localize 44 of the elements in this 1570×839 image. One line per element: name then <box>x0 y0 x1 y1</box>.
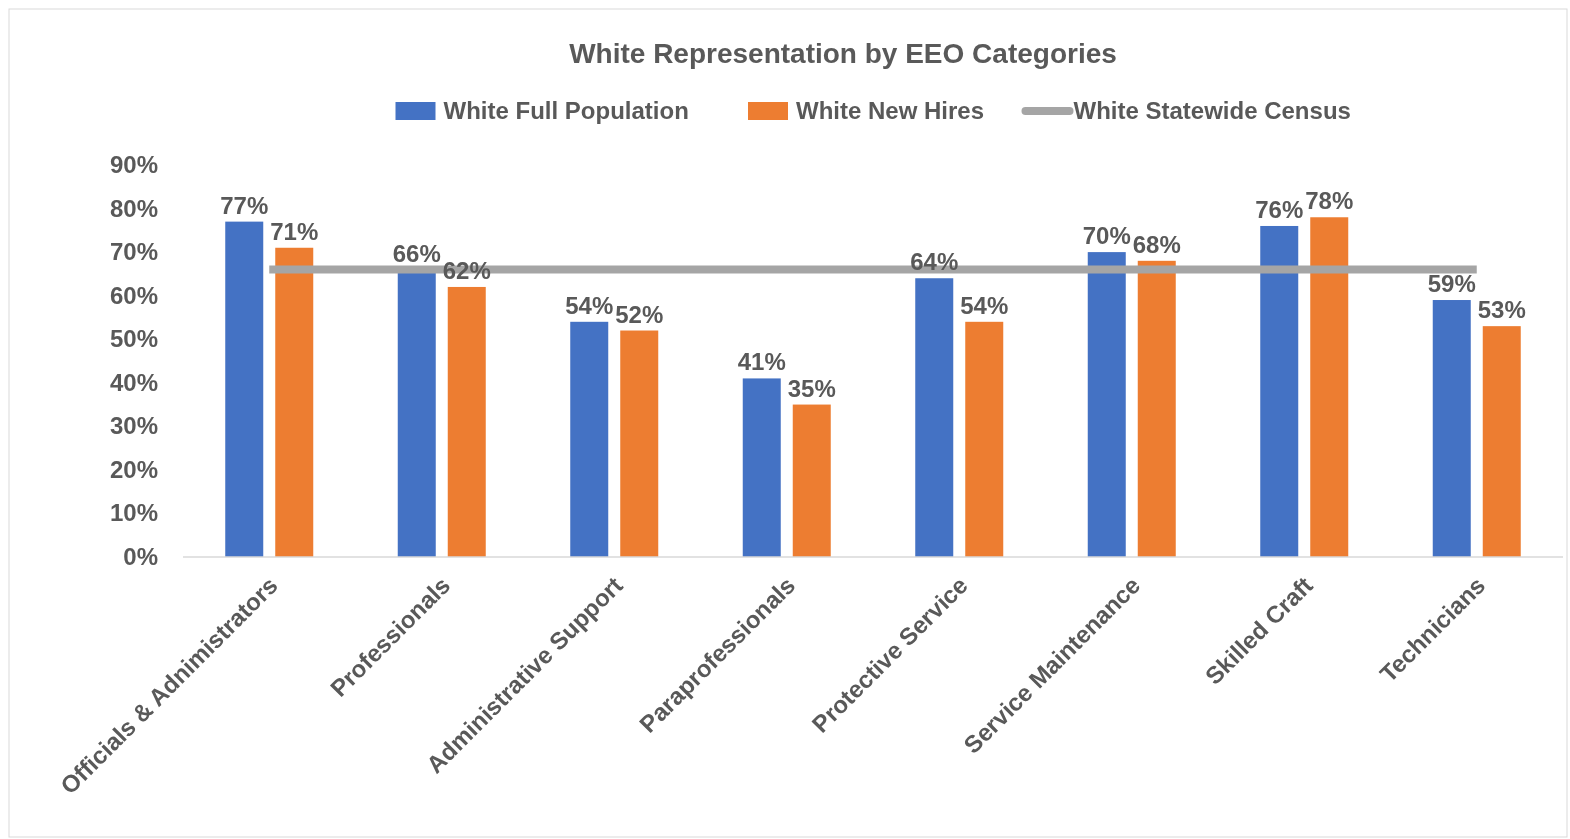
data-label: 77% <box>220 191 269 219</box>
y-tick-label: 70% <box>109 238 158 266</box>
data-label: 59% <box>1427 270 1476 298</box>
data-label: 71% <box>270 217 319 245</box>
bar <box>742 378 781 557</box>
y-tick-label: 20% <box>109 455 158 483</box>
bar <box>1432 300 1471 557</box>
bar <box>1310 217 1349 557</box>
data-label: 64% <box>910 248 959 276</box>
data-label: 52% <box>615 300 664 328</box>
data-label: 78% <box>1305 187 1354 215</box>
y-tick-label: 0% <box>123 543 158 570</box>
data-label: 70% <box>1082 222 1131 250</box>
legend-label: White Full Population <box>443 97 689 124</box>
data-label: 35% <box>787 374 836 402</box>
data-label: 66% <box>392 239 441 267</box>
legend-label: White New Hires <box>796 97 985 124</box>
bar <box>965 321 1004 557</box>
y-tick-label: 40% <box>109 368 158 396</box>
chart-title: White Representation by EEO Categories <box>569 38 1117 69</box>
bar <box>447 286 486 557</box>
bar <box>620 330 659 557</box>
bar <box>1260 225 1299 557</box>
data-label: 41% <box>737 348 786 376</box>
bar <box>570 321 609 557</box>
data-label: 76% <box>1255 195 1304 223</box>
bar <box>1482 326 1521 557</box>
y-tick-label: 90% <box>109 151 158 178</box>
y-tick-label: 30% <box>109 412 158 440</box>
data-label: 54% <box>960 291 1009 319</box>
y-tick-label: 10% <box>109 499 158 527</box>
data-label: 68% <box>1132 230 1181 258</box>
bar <box>792 404 831 557</box>
bar <box>1137 260 1176 557</box>
y-tick-label: 50% <box>109 325 158 353</box>
legend-label: White Statewide Census <box>1073 97 1351 124</box>
bar <box>1087 252 1126 557</box>
data-label: 53% <box>1477 296 1526 324</box>
y-tick-label: 60% <box>109 281 158 309</box>
bar <box>275 247 314 557</box>
data-label: 54% <box>565 291 614 319</box>
y-tick-label: 80% <box>109 194 158 222</box>
bar <box>915 278 954 557</box>
bar <box>225 221 264 557</box>
